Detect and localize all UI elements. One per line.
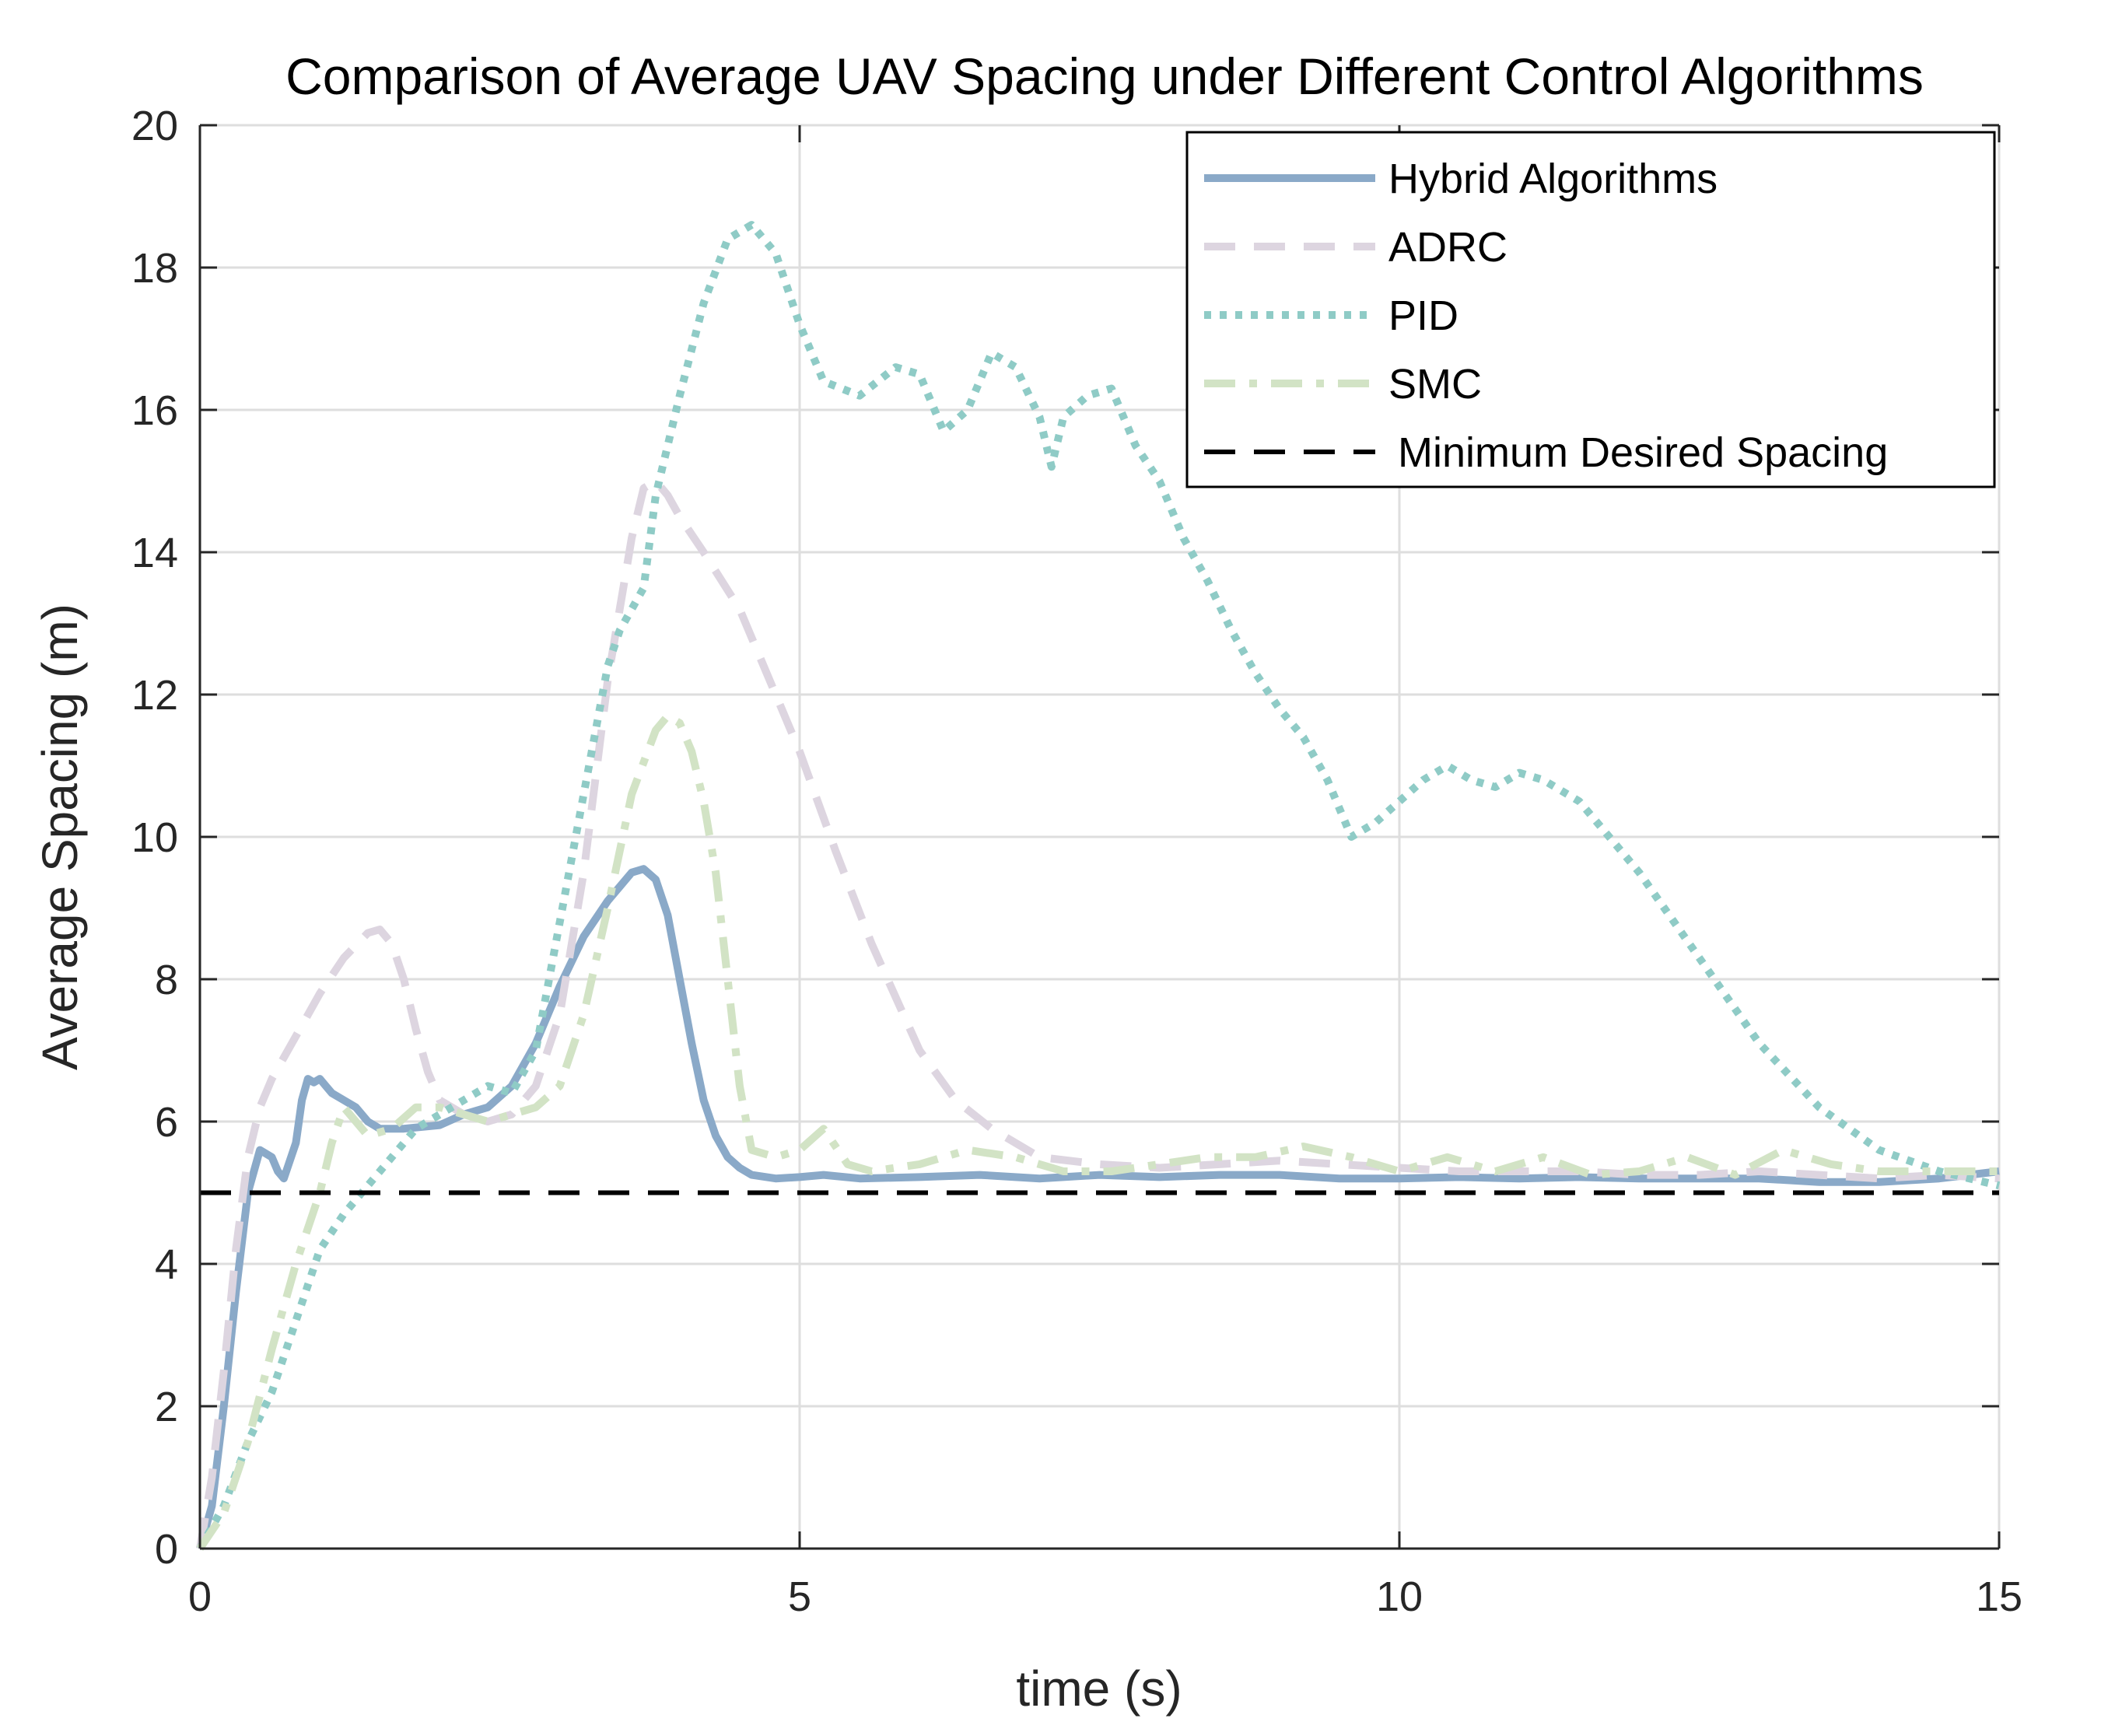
series-line-smc	[196, 712, 1999, 1551]
y-tick-label: 8	[155, 957, 178, 1003]
legend-box	[1185, 131, 1996, 488]
y-tick-label: 6	[155, 1099, 178, 1146]
y-tick-label: 16	[131, 387, 178, 434]
x-tick-label: 15	[1976, 1573, 2022, 1620]
legend-label: Minimum Desired Spacing	[1398, 429, 1888, 476]
legend-item-pid: PID	[1204, 292, 1458, 339]
y-tick-label: 4	[155, 1241, 178, 1288]
y-tick-label: 14	[131, 530, 178, 576]
x-tick-label: 0	[188, 1573, 212, 1620]
y-tick-label: 20	[131, 103, 178, 149]
axes	[198, 124, 2001, 1550]
series-line-adrc	[196, 477, 2000, 1549]
y-tick-label: 18	[131, 245, 178, 292]
x-tick-label: 10	[1376, 1573, 1423, 1620]
y-tick-label: 12	[131, 672, 178, 719]
legend: Hybrid Algorithms ADRC PID SMC Minimum Desir…	[1185, 131, 1996, 488]
y-tick-label: 10	[131, 814, 178, 861]
legend-item-smc: SMC	[1204, 361, 1482, 408]
legend-label: ADRC	[1388, 224, 1507, 271]
series-line-pid	[196, 221, 2001, 1551]
y-tick-label: 0	[155, 1526, 178, 1573]
series-line-hybrid-algorithms	[196, 865, 2000, 1550]
legend-item-hybrid-algorithms: Hybrid Algorithms	[1204, 156, 1718, 202]
legend-label: Hybrid Algorithms	[1388, 156, 1718, 202]
chart-title: Comparison of Average UAV Spacing under …	[285, 47, 1924, 105]
series-layer	[196, 221, 2001, 1551]
legend-item-minimum-desired-spacing: Minimum Desired Spacing	[1204, 429, 1888, 476]
legend-label: PID	[1388, 292, 1458, 339]
tick-labels: 0 5 10 15 0 2 4 6 8 10 12 14 16 18 20	[131, 103, 2022, 1620]
legend-label: SMC	[1388, 361, 1482, 408]
x-axis-label: time (s)	[1016, 1661, 1182, 1717]
y-tick-label: 2	[155, 1384, 178, 1430]
y-axis-label: Average Spacing (m)	[32, 604, 88, 1070]
legend-item-adrc: ADRC	[1204, 224, 1507, 271]
x-tick-label: 5	[788, 1573, 811, 1620]
